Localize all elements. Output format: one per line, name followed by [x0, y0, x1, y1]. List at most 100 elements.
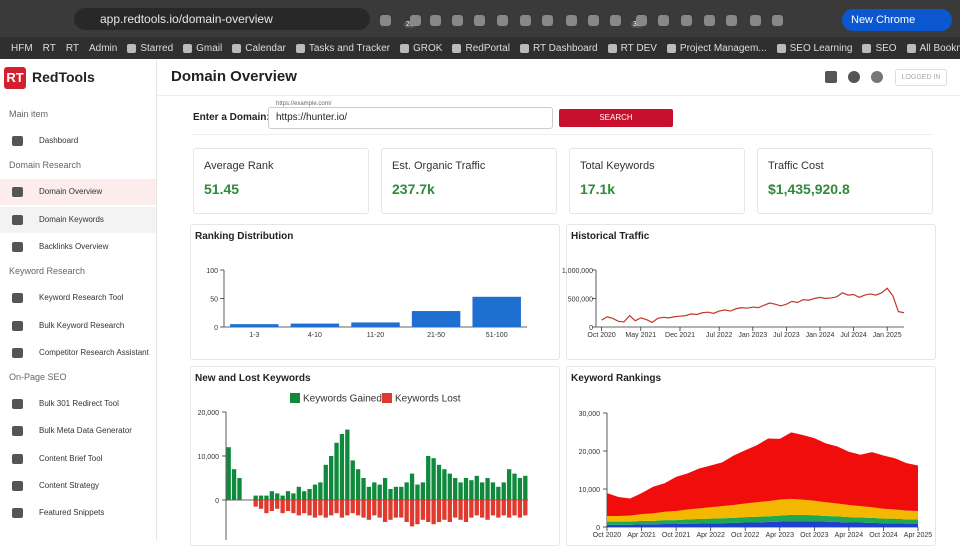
- login-button[interactable]: LOGGED IN: [895, 69, 947, 86]
- extension-badge: 26: [404, 21, 416, 28]
- bar: [442, 469, 447, 500]
- nav-item[interactable]: Content Strategy: [0, 473, 156, 499]
- extension-icon[interactable]: [658, 15, 669, 26]
- nav-item[interactable]: Competitor Research Assistant: [0, 340, 156, 366]
- search-button[interactable]: SEARCH: [559, 109, 673, 127]
- nav-item[interactable]: Domain Overview: [0, 179, 156, 206]
- x-tick-label: Apr 2024: [835, 532, 864, 539]
- bookmark[interactable]: Gmail: [183, 43, 222, 54]
- extension-icon[interactable]: [542, 15, 553, 26]
- bookmark-label: Starred: [140, 42, 174, 54]
- bookmark[interactable]: RT DEV: [607, 43, 657, 54]
- address-bar[interactable]: app.redtools.io/domain-overview: [74, 8, 370, 30]
- bookmark[interactable]: SEO Learning: [776, 43, 852, 54]
- extension-icon[interactable]: [452, 15, 463, 26]
- bookmark[interactable]: RT: [66, 43, 79, 54]
- bar: [447, 500, 452, 522]
- extension-icon[interactable]: [474, 15, 485, 26]
- bar: [258, 495, 264, 500]
- area-layer: [607, 498, 918, 522]
- bar: [323, 464, 328, 500]
- y-tick-label: 50: [210, 297, 218, 304]
- metric-value: 51.45: [204, 181, 240, 197]
- bookmark[interactable]: Calendar: [232, 43, 286, 54]
- bookmark[interactable]: RT: [43, 43, 56, 54]
- bar: [382, 478, 388, 500]
- bar: [350, 460, 355, 500]
- metric-label: Traffic Cost: [768, 160, 824, 172]
- extension-icon[interactable]: [704, 15, 715, 26]
- bar: [411, 311, 461, 327]
- extension-icon[interactable]: [750, 15, 761, 26]
- bar: [312, 500, 318, 518]
- bar: [280, 495, 285, 500]
- nav-item[interactable]: Featured Snippets: [0, 500, 156, 526]
- bar: [393, 500, 399, 518]
- bookmark[interactable]: SEO: [862, 43, 897, 54]
- bar: [230, 324, 279, 327]
- x-tick-label: Jan 2023: [738, 332, 767, 339]
- x-tick-label: Jan 2024: [806, 332, 835, 339]
- section-title: Domain Research: [9, 160, 82, 171]
- extension-icon[interactable]: [380, 15, 391, 26]
- bar: [490, 500, 496, 516]
- extension-icon[interactable]: [726, 15, 737, 26]
- bar: [269, 491, 274, 500]
- bar: [372, 482, 377, 500]
- bar: [472, 296, 521, 327]
- bar: [453, 500, 458, 518]
- nav-label: Competitor Research Assistant: [39, 347, 149, 357]
- nav-label: Backlinks Overview: [39, 241, 109, 251]
- bookmark[interactable]: Project Managem...: [666, 43, 767, 54]
- extension-icon[interactable]: [566, 15, 577, 26]
- bookmark[interactable]: Starred: [127, 43, 173, 54]
- x-tick-label: 11-20: [367, 332, 384, 339]
- bar: [420, 500, 425, 520]
- nav-item[interactable]: Keyword Research Tool: [0, 285, 156, 311]
- y-tick-label: 0: [589, 325, 593, 332]
- extension-icon[interactable]: [772, 15, 783, 26]
- metric-value: 17.1k: [580, 181, 616, 197]
- bookmark[interactable]: RedPortal: [452, 43, 510, 54]
- bookmark[interactable]: RT Dashboard: [519, 43, 598, 54]
- bookmark[interactable]: Admin: [89, 43, 117, 54]
- extension-icon[interactable]: [430, 15, 441, 26]
- nav-item[interactable]: Content Brief Tool: [0, 446, 156, 472]
- nav-item[interactable]: Domain Keywords: [0, 206, 156, 233]
- extension-icon[interactable]: [636, 15, 647, 26]
- domain-input[interactable]: https://hunter.io/: [268, 107, 553, 129]
- extension-icon[interactable]: [497, 15, 508, 26]
- x-tick-label: Oct 2023: [800, 532, 829, 539]
- bar: [372, 500, 377, 516]
- bar: [463, 500, 469, 522]
- bar: [339, 434, 345, 500]
- area-layer: [607, 514, 918, 525]
- bar: [453, 478, 458, 500]
- legend-swatch: [290, 393, 300, 403]
- x-tick-label: Jul 2022: [706, 332, 733, 339]
- bookmark[interactable]: GROK: [400, 43, 442, 54]
- nav-item[interactable]: Bulk 301 Redirect Tool: [0, 391, 156, 417]
- bookmark[interactable]: All Bookmarks: [906, 42, 960, 54]
- extension-icon[interactable]: [681, 15, 692, 26]
- bookmark[interactable]: HFM: [11, 43, 33, 54]
- theme-icon[interactable]: [871, 71, 883, 83]
- account-icon[interactable]: [848, 71, 860, 83]
- extension-icon[interactable]: [588, 15, 599, 26]
- bookmark[interactable]: Tasks and Tracker: [295, 43, 390, 54]
- bookmark-label: All Bookmarks: [919, 42, 960, 54]
- extension-icon[interactable]: [520, 15, 531, 26]
- bar: [458, 482, 463, 500]
- bar: [226, 447, 231, 500]
- nav-item[interactable]: Bulk Meta Data Generator: [0, 418, 156, 444]
- nav-item[interactable]: Backlinks Overview: [0, 234, 156, 260]
- extension-icon[interactable]: [410, 15, 421, 26]
- nav-item[interactable]: Dashboard: [0, 128, 156, 154]
- extension-icon[interactable]: [825, 71, 837, 83]
- nav-item[interactable]: Bulk Keyword Research: [0, 313, 156, 339]
- bar: [339, 500, 345, 518]
- y-tick-label: 100: [206, 268, 218, 275]
- extension-icon[interactable]: [610, 15, 621, 26]
- bookmark-label: GROK: [413, 42, 443, 54]
